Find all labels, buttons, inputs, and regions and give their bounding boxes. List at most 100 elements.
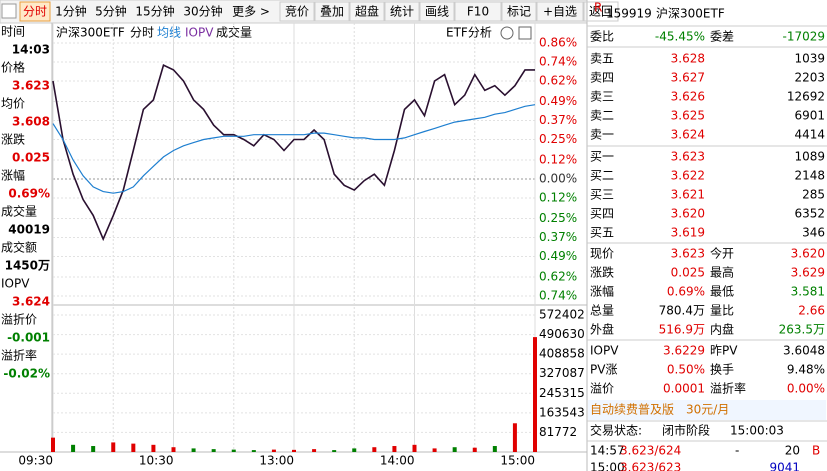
y-tick-label: 0.37% xyxy=(539,230,577,244)
stat-label: 量比 xyxy=(710,304,734,318)
y-tick-label: 0.12% xyxy=(539,190,577,204)
book-volume: 2203 xyxy=(794,71,825,85)
toolbar-button[interactable]: 超盘 xyxy=(355,4,379,19)
close-icon[interactable] xyxy=(518,26,532,40)
info-value: -0.02% xyxy=(3,367,50,381)
book-volume: 6901 xyxy=(794,109,825,123)
status-value: 闭市阶段 xyxy=(662,423,710,438)
toolbar-button[interactable]: 画线 xyxy=(425,5,449,19)
toolbar-tab[interactable]: 分时 xyxy=(23,5,47,19)
y-tick-label: 0.62% xyxy=(539,73,577,87)
toolbar-tab[interactable]: 5分钟 xyxy=(95,4,127,19)
stat-value: 0.0001 xyxy=(663,382,705,396)
book-price: 3.622 xyxy=(671,169,705,183)
y-tick-label: 0.62% xyxy=(539,270,577,284)
stat-label: 现价 xyxy=(590,247,614,261)
toolbar-button-frame xyxy=(583,1,619,22)
toolbar-icon[interactable] xyxy=(1,3,17,19)
volume-bar xyxy=(151,444,156,452)
legend-iopv[interactable]: IOPV xyxy=(185,26,214,40)
book-price: 3.628 xyxy=(671,52,705,66)
toolbar-button[interactable]: 标记 xyxy=(507,5,531,19)
info-label: 涨跌 xyxy=(1,132,25,147)
quote-code: 159919 xyxy=(606,7,652,21)
y-tick-label: 0.12% xyxy=(539,153,577,167)
volume-bar xyxy=(111,442,116,452)
book-price: 3.623 xyxy=(671,150,705,164)
stat-value: 9.48% xyxy=(787,363,825,377)
y-tick-label: 0.25% xyxy=(539,211,577,225)
volume-bar xyxy=(352,448,357,452)
status-time: 15:00:03 xyxy=(730,424,784,438)
stat-value: 263.5万 xyxy=(779,323,825,337)
volume-bar xyxy=(533,337,537,452)
volume-bar xyxy=(171,447,176,452)
toolbar-button[interactable]: 叠加 xyxy=(320,5,344,19)
toolbar-button-frame xyxy=(454,1,502,22)
settings-icon[interactable] xyxy=(500,26,514,40)
info-value: 0.025 xyxy=(12,151,50,165)
x-tick-label: 15:00 xyxy=(500,454,535,468)
banner-bg xyxy=(588,400,826,420)
book-label: 卖二 xyxy=(590,109,614,123)
book-volume: 1089 xyxy=(794,150,825,164)
volume-bar xyxy=(71,444,76,452)
y-tick-label: 0.49% xyxy=(539,249,577,263)
toolbar-button-frame xyxy=(349,1,385,22)
banner[interactable]: 自动续费普及版 30元/月 xyxy=(590,403,729,417)
summary-value: -45.45% xyxy=(655,30,705,44)
book-volume: 4414 xyxy=(794,128,825,142)
toolbar-tab[interactable]: 15分钟 xyxy=(135,4,174,19)
stat-value: 3.581 xyxy=(791,285,825,299)
book-volume: 285 xyxy=(802,188,825,202)
info-label: 成交量 xyxy=(1,204,37,219)
info-value: -0.001 xyxy=(7,331,50,345)
toolbar-tab[interactable]: 更多 > xyxy=(232,5,270,19)
volume-bar xyxy=(372,447,377,452)
legend-avg[interactable]: 均线 xyxy=(157,26,181,40)
toolbar-button[interactable]: 统计 xyxy=(390,5,414,19)
info-label: 价格 xyxy=(1,60,25,75)
summary-value: -17029 xyxy=(782,30,825,44)
stat-label: 昨PV xyxy=(710,344,738,358)
toolbar-button[interactable]: 返回 xyxy=(589,5,613,19)
summary-label: 委比 xyxy=(590,30,614,44)
volume-bar xyxy=(292,449,296,452)
volume-tick-label: 490630 xyxy=(539,327,585,341)
book-label: 买二 xyxy=(590,169,614,183)
info-value: 3.608 xyxy=(12,115,50,129)
stat-value: 516.9万 xyxy=(659,323,705,337)
toolbar-button[interactable]: 竞价 xyxy=(285,5,309,19)
toolbar-button[interactable]: F10 xyxy=(467,5,489,19)
book-price: 3.625 xyxy=(671,109,705,123)
volume-bar xyxy=(332,450,337,452)
stat-value: 0.00% xyxy=(787,382,825,396)
info-value: 14:03 xyxy=(12,43,50,57)
book-label: 卖三 xyxy=(590,90,614,104)
stat-label: 换手 xyxy=(710,363,734,377)
y-tick-label: 0.86% xyxy=(539,36,577,50)
volume-bar xyxy=(392,446,397,452)
stat-value: 780.4万 xyxy=(659,304,705,318)
volume-bar xyxy=(251,450,256,452)
book-price: 3.619 xyxy=(671,226,705,240)
toolbar-tab[interactable]: 30分钟 xyxy=(183,4,222,19)
info-value: 3.624 xyxy=(12,295,50,309)
book-price: 3.626 xyxy=(671,90,705,104)
toolbar-button[interactable]: +自选 xyxy=(543,5,577,19)
book-volume: 2148 xyxy=(794,169,825,183)
volume-bar xyxy=(271,449,276,452)
toolbar-tab[interactable]: 1分钟 xyxy=(55,4,87,19)
chart-name: 沪深300ETF xyxy=(56,26,125,40)
trade-price: 3.623/623 xyxy=(620,461,681,471)
volume-tick-label: 163543 xyxy=(539,405,585,419)
book-label: 卖一 xyxy=(590,128,614,142)
stat-value: 0.025 xyxy=(671,266,705,280)
x-tick-label: 14:00 xyxy=(380,454,415,468)
stat-value: 3.6048 xyxy=(783,344,825,358)
series-line xyxy=(52,63,535,242)
stat-value: 3.6229 xyxy=(663,344,705,358)
etf-analysis[interactable]: ETF分析 xyxy=(446,26,492,40)
